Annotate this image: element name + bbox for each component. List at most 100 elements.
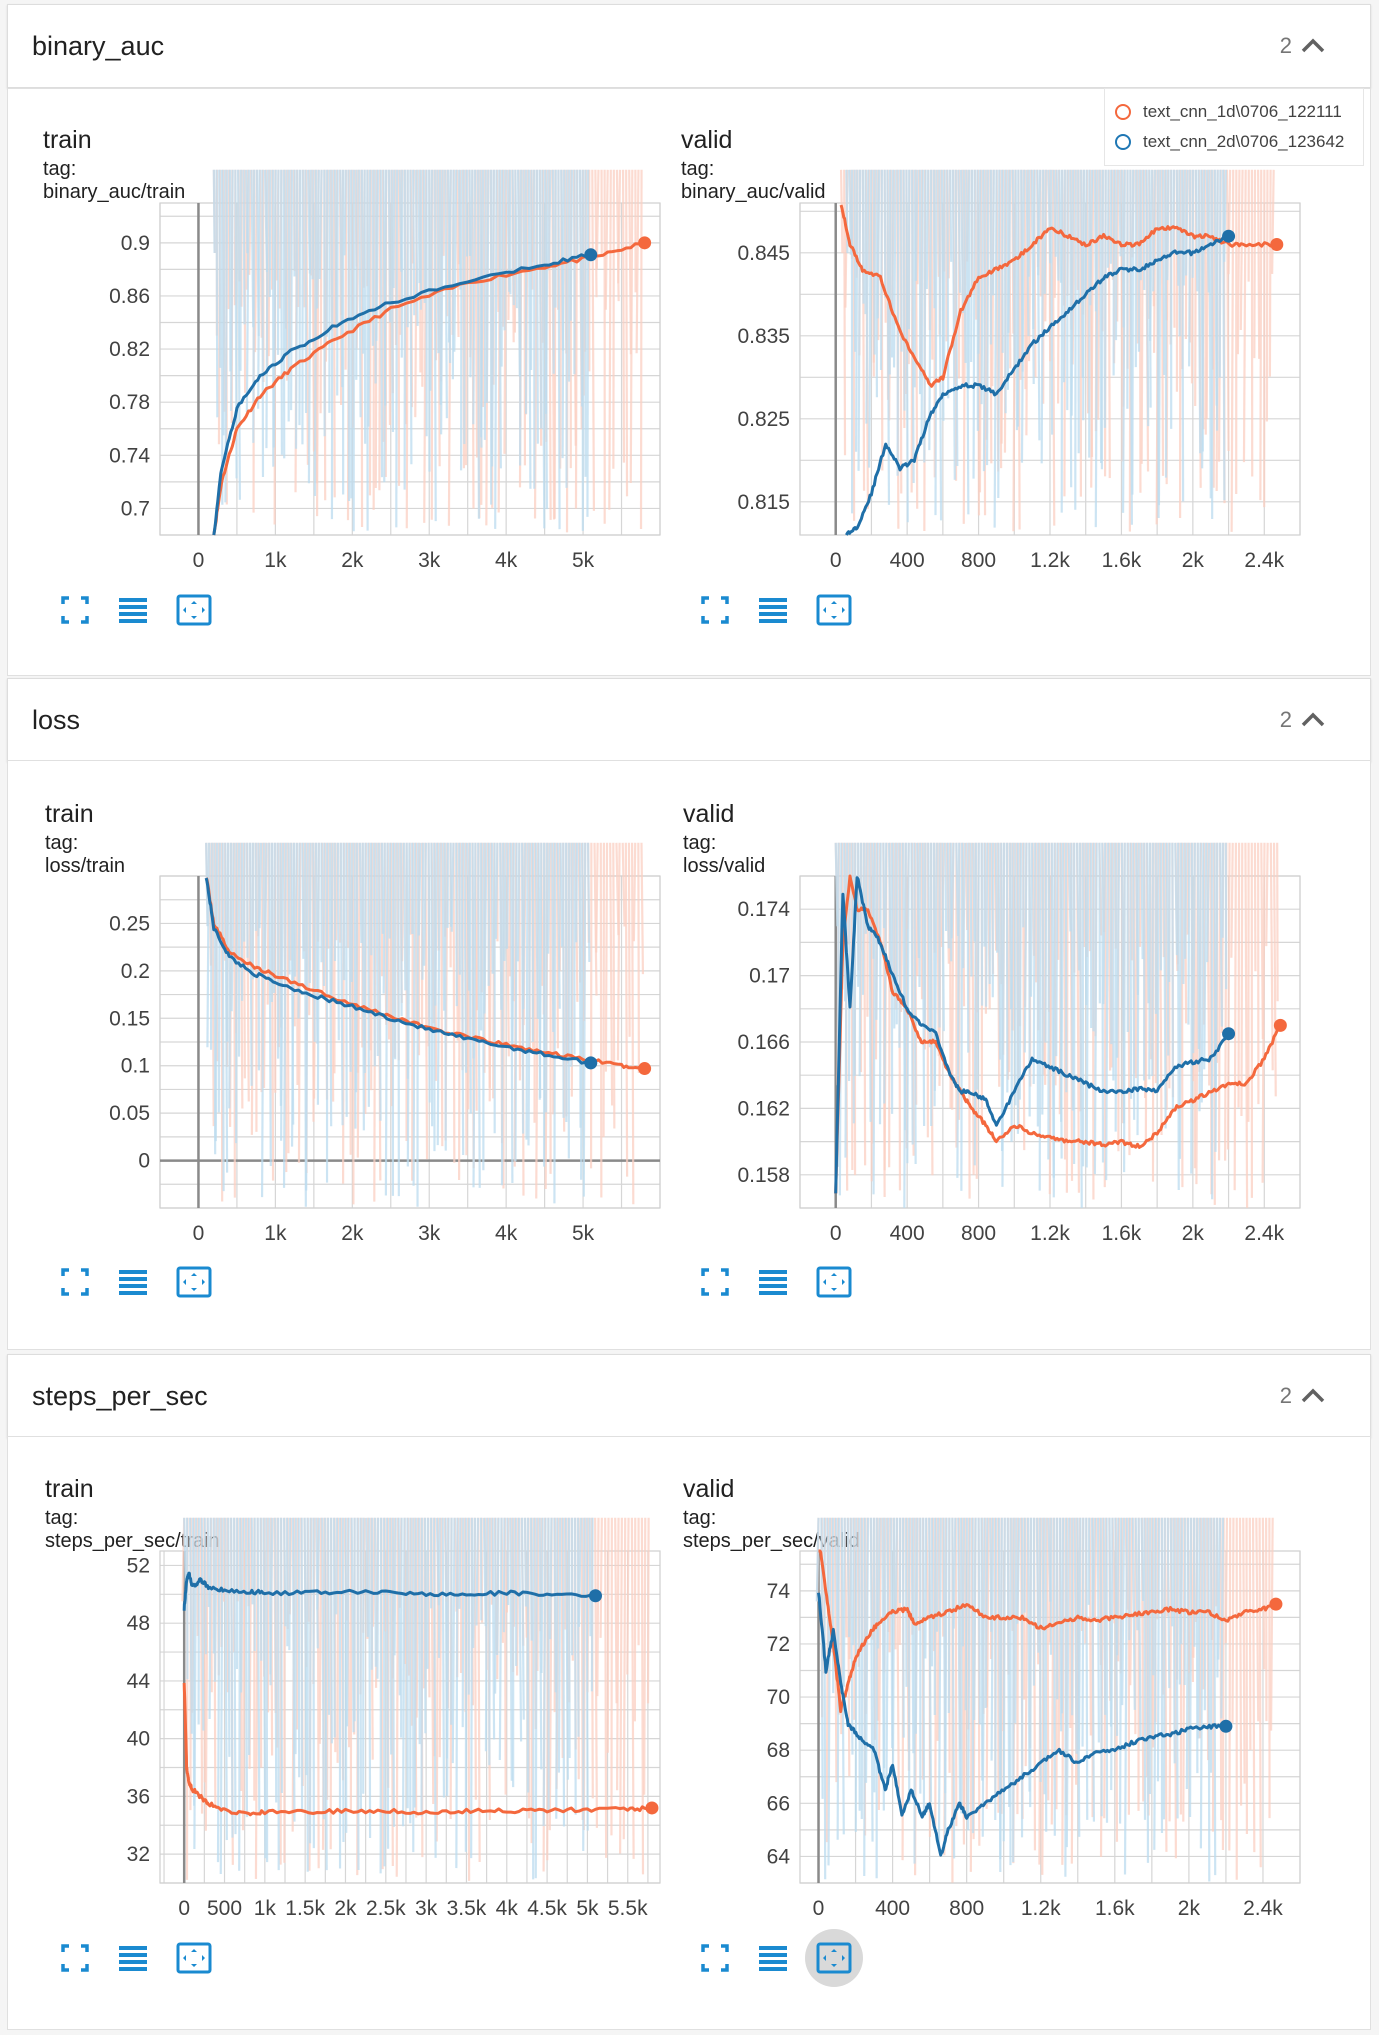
card-tag: tag: loss/train	[45, 832, 126, 877]
raw-trace-segment	[978, 169, 983, 493]
raw-trace-segment	[872, 842, 877, 1195]
raw-trace-segment	[956, 842, 961, 1178]
fit-domain-icon[interactable]	[174, 1262, 214, 1302]
raw-trace-segment	[1219, 842, 1224, 1027]
fullscreen-icon[interactable]	[55, 1938, 95, 1978]
x-tick-label: 1k	[264, 1222, 287, 1245]
raw-trace-segment	[1075, 842, 1080, 971]
raw-trace-segment	[938, 169, 943, 521]
raw-trace-segment	[221, 842, 225, 1192]
legend-label: text_cnn_1d\0706_122111	[1143, 102, 1342, 121]
raw-trace-segment	[923, 842, 927, 1030]
chart-auc-train[interactable]: 0.7 0.74 0.78 0.82 0.86 0.9 0 1k 2k 3k 4k 5k	[40, 169, 670, 585]
fullscreen-icon[interactable]	[55, 1262, 95, 1302]
raw-trace-segment	[1157, 169, 1162, 506]
fit-domain-icon[interactable]	[814, 1938, 854, 1978]
raw-trace-segment	[1261, 842, 1266, 1183]
raw-trace-segment	[420, 1517, 424, 1817]
raw-trace-segment	[1052, 842, 1056, 1198]
raw-trace-segment	[1222, 169, 1226, 501]
raw-trace-segment	[498, 1517, 503, 1761]
log-scale-icon[interactable]	[753, 1938, 793, 1978]
section-header-binary-auc: binary_auc 2	[7, 4, 1371, 88]
raw-trace-segment	[876, 169, 881, 319]
circle-icon	[1115, 134, 1131, 150]
fit-domain-icon[interactable]	[814, 1262, 854, 1302]
raw-trace-segment	[496, 1517, 500, 1656]
raw-trace-segment	[1240, 842, 1244, 1116]
fit-domain-icon[interactable]	[174, 590, 214, 630]
chart-sps-valid[interactable]: 64 66 68 70 72 74 0 400 800 1.2k 1.6k 2k 2.4k	[680, 1517, 1310, 1933]
fullscreen-icon[interactable]	[695, 1262, 735, 1302]
raw-trace-segment	[562, 1517, 566, 1827]
raw-trace-segment	[1073, 1517, 1078, 1754]
fit-domain-icon[interactable]	[174, 1938, 214, 1978]
raw-trace-segment	[1138, 842, 1142, 947]
raw-trace-segment	[421, 842, 425, 980]
raw-trace-segment	[595, 842, 599, 953]
raw-trace-segment	[640, 842, 645, 975]
x-tick-label: 3.5k	[447, 1897, 487, 1920]
legend-item[interactable]: text_cnn_1d\0706_122111	[1115, 99, 1342, 125]
y-tick-label: 40	[127, 1728, 150, 1751]
raw-trace-segment	[627, 842, 631, 1037]
log-scale-icon[interactable]	[113, 590, 153, 630]
x-tick-label: 0	[193, 549, 205, 572]
raw-trace-segment	[555, 842, 559, 1049]
fit-domain-icon[interactable]	[814, 590, 854, 630]
raw-trace-segment	[1242, 169, 1247, 463]
chart-auc-valid[interactable]: 0.815 0.825 0.835 0.845 0 400 800 1.2k 1.6k 2k 2.4…	[680, 169, 1310, 585]
chart-loss-train[interactable]: 0 0.05 0.1 0.15 0.2 0.25 0 1k 2k 3k 4k 5k	[40, 842, 670, 1258]
x-tick-label: 1k	[264, 549, 287, 572]
raw-trace-segment	[1085, 1517, 1089, 1820]
raw-trace-segment	[488, 842, 493, 1102]
chevron-up-icon[interactable]	[1300, 709, 1326, 729]
log-scale-icon[interactable]	[753, 590, 793, 630]
raw-trace-segment	[643, 1517, 647, 1795]
raw-trace-segment	[1166, 1517, 1171, 1689]
log-scale-icon[interactable]	[753, 1262, 793, 1302]
raw-trace-segment	[994, 842, 999, 953]
log-scale-icon[interactable]	[113, 1262, 153, 1302]
raw-trace-segment	[622, 1517, 627, 1840]
raw-trace-segment	[1181, 169, 1185, 502]
raw-trace-segment	[621, 842, 626, 927]
legend-item[interactable]: text_cnn_2d\0706_123642	[1115, 129, 1344, 155]
log-scale-icon[interactable]	[113, 1938, 153, 1978]
raw-trace-segment	[1097, 169, 1101, 420]
raw-trace-segment	[1203, 1517, 1207, 1711]
raw-trace-segment	[484, 1517, 488, 1752]
raw-trace-segment	[303, 1517, 308, 1776]
raw-trace-segment	[258, 842, 263, 929]
chart-sps-train[interactable]: 32 36 40 44 48 52 0 500 1k 1.5k 2k 2.5k 3k 3.5k 4k 4.5k…	[40, 1517, 670, 1933]
chevron-up-icon[interactable]	[1300, 35, 1326, 55]
raw-trace-segment	[594, 169, 598, 298]
raw-trace-segment	[503, 842, 507, 962]
fullscreen-icon[interactable]	[695, 1938, 735, 1978]
raw-trace-segment	[904, 1517, 908, 1687]
raw-trace-segment	[815, 1517, 820, 1602]
chart-loss-valid[interactable]: 0.158 0.162 0.166 0.17 0.174 0 400 800 1.2k 1.6k 2…	[680, 842, 1310, 1258]
fullscreen-icon[interactable]	[695, 590, 735, 630]
raw-trace-segment	[436, 169, 440, 354]
x-tick-label: 1.2k	[1030, 1222, 1070, 1245]
raw-trace-segment	[980, 169, 985, 405]
raw-trace-segment	[436, 842, 441, 1146]
y-tick-label: 0.05	[109, 1102, 150, 1125]
raw-trace-segment	[1218, 169, 1222, 378]
fullscreen-icon[interactable]	[55, 590, 95, 630]
y-tick-label: 70	[767, 1686, 790, 1709]
raw-traces	[205, 842, 645, 1207]
section-header-loss: loss 2	[7, 678, 1371, 762]
raw-trace-segment	[451, 169, 455, 380]
raw-trace-segment	[854, 169, 859, 452]
chevron-up-icon[interactable]	[1300, 1385, 1326, 1405]
raw-trace-segment	[480, 169, 485, 438]
raw-trace-segment	[516, 842, 521, 962]
y-tick-label: 64	[767, 1845, 791, 1868]
raw-trace-segment	[216, 1517, 221, 1863]
raw-trace-segment	[1032, 842, 1037, 1085]
raw-trace-segment	[1151, 842, 1154, 1077]
raw-trace-segment	[599, 842, 603, 1198]
raw-trace-segment	[1069, 169, 1073, 488]
